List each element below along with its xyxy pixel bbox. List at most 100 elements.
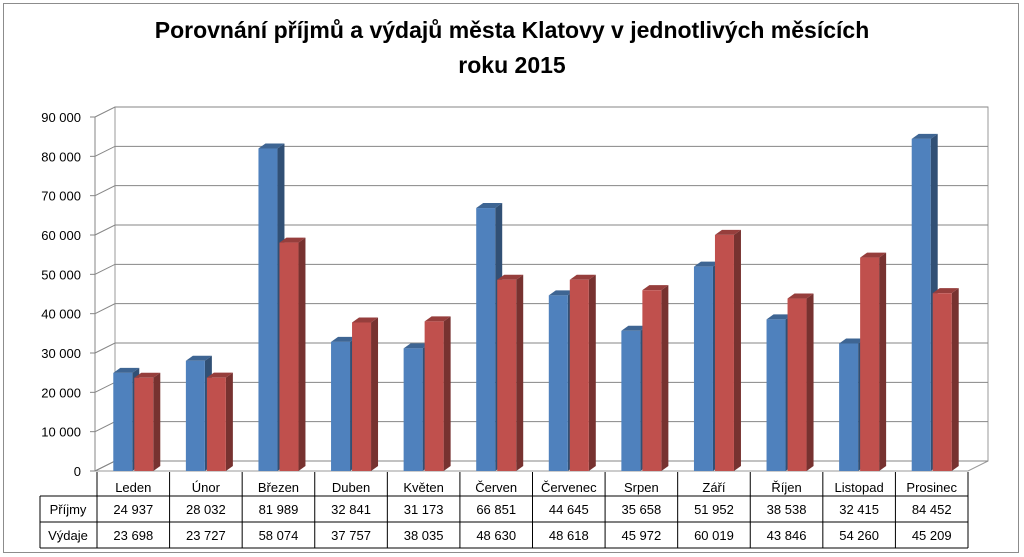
bar-příjmy-5 bbox=[476, 208, 496, 471]
bar-výdaje-7 bbox=[642, 290, 662, 471]
bar-side bbox=[806, 293, 814, 471]
bar-příjmy-6 bbox=[548, 295, 568, 471]
table-cell: 38 538 bbox=[767, 502, 807, 517]
table-cell: 32 415 bbox=[839, 502, 879, 517]
bar-top bbox=[766, 314, 793, 320]
bar-výdaje-10 bbox=[860, 257, 880, 471]
bar-výdaje-5 bbox=[497, 279, 517, 471]
bar-top bbox=[932, 288, 959, 294]
y-tick-label: 70 000 bbox=[41, 189, 81, 204]
table-cell: 54 260 bbox=[839, 528, 879, 543]
bar-top bbox=[839, 338, 866, 344]
table-cell: 32 841 bbox=[331, 502, 371, 517]
bar-top bbox=[403, 343, 430, 349]
bar-top bbox=[424, 316, 451, 322]
bar-výdaje-9 bbox=[787, 298, 807, 471]
bar-top bbox=[548, 290, 575, 296]
bar-výdaje-2 bbox=[279, 242, 299, 471]
bar-výdaje-1 bbox=[206, 377, 226, 471]
table-cell: 44 645 bbox=[549, 502, 589, 517]
bar-top bbox=[476, 203, 503, 209]
bar-výdaje-0 bbox=[134, 377, 154, 471]
bar-příjmy-0 bbox=[113, 372, 133, 471]
bar-side bbox=[661, 285, 669, 471]
table-cell: 38 035 bbox=[404, 528, 444, 543]
y-tick-label: 0 bbox=[74, 464, 81, 479]
chart-title-line-2: roku 2015 bbox=[458, 52, 566, 78]
bar-výdaje-6 bbox=[569, 279, 589, 471]
table-cell: 60 019 bbox=[694, 528, 734, 543]
bar-side bbox=[588, 274, 596, 471]
bar-side bbox=[225, 372, 233, 471]
y-tick-label: 90 000 bbox=[41, 110, 81, 125]
x-tick-label: Červenec bbox=[541, 480, 597, 495]
gridline bbox=[94, 224, 988, 236]
y-tick-label: 60 000 bbox=[41, 228, 81, 243]
bar-top bbox=[185, 355, 212, 361]
bar-příjmy-4 bbox=[403, 348, 423, 471]
bar-side bbox=[516, 274, 524, 471]
y-tick-label: 40 000 bbox=[41, 307, 81, 322]
bar-top bbox=[569, 274, 596, 280]
x-tick-label: Únor bbox=[192, 480, 221, 495]
gridline bbox=[94, 145, 988, 157]
bar-top bbox=[113, 367, 140, 373]
bar-top bbox=[621, 325, 648, 331]
y-tick-label: 30 000 bbox=[41, 346, 81, 361]
bar-výdaje-3 bbox=[352, 322, 372, 471]
table-cell: 37 757 bbox=[331, 528, 371, 543]
y-tick-label: 50 000 bbox=[41, 267, 81, 282]
bar-top bbox=[258, 143, 285, 149]
chart-title-line-1: Porovnání příjmů a výdajů města Klatovy … bbox=[155, 17, 870, 43]
x-tick-label: Květen bbox=[403, 480, 443, 495]
bar-příjmy-2 bbox=[258, 148, 278, 471]
bar-výdaje-4 bbox=[424, 321, 444, 471]
table-cell: 66 851 bbox=[476, 502, 516, 517]
table-cell: 28 032 bbox=[186, 502, 226, 517]
bar-top bbox=[497, 274, 524, 280]
table-cell: 23 727 bbox=[186, 528, 226, 543]
bar-top bbox=[911, 133, 938, 139]
bar-top bbox=[352, 317, 379, 323]
bar-top bbox=[714, 229, 741, 235]
bar-příjmy-10 bbox=[839, 343, 859, 471]
bar-side bbox=[879, 252, 887, 471]
bar-výdaje-8 bbox=[714, 234, 734, 471]
table-cell: 45 972 bbox=[621, 528, 661, 543]
bar-side bbox=[443, 316, 451, 471]
table-cell: 58 074 bbox=[259, 528, 299, 543]
table-cell: 31 173 bbox=[404, 502, 444, 517]
bar-příjmy-3 bbox=[331, 341, 351, 471]
x-tick-label: Červen bbox=[475, 480, 517, 495]
bar-side bbox=[371, 317, 379, 471]
bar-top bbox=[642, 285, 669, 291]
bar-příjmy-9 bbox=[766, 319, 786, 471]
gridline bbox=[94, 185, 988, 197]
bar-top bbox=[331, 336, 358, 342]
bar-side bbox=[733, 229, 741, 471]
x-tick-label: Srpen bbox=[624, 480, 659, 495]
bar-side bbox=[298, 237, 306, 471]
x-tick-label: Duben bbox=[332, 480, 370, 495]
bar-top bbox=[279, 237, 306, 243]
gridline bbox=[94, 106, 988, 118]
table-row-header: Výdaje bbox=[48, 528, 88, 543]
table-cell: 43 846 bbox=[767, 528, 807, 543]
table-cell: 81 989 bbox=[259, 502, 299, 517]
table-cell: 48 618 bbox=[549, 528, 589, 543]
table-cell: 51 952 bbox=[694, 502, 734, 517]
bar-side bbox=[153, 372, 161, 471]
table-cell: 84 452 bbox=[912, 502, 952, 517]
x-tick-label: Prosinec bbox=[906, 480, 957, 495]
bar-top bbox=[206, 372, 233, 378]
bar-top bbox=[134, 372, 161, 378]
table-cell: 45 209 bbox=[912, 528, 952, 543]
x-tick-label: Říjen bbox=[771, 480, 801, 495]
bar-příjmy-11 bbox=[911, 138, 931, 471]
x-tick-label: Březen bbox=[258, 480, 299, 495]
table-cell: 23 698 bbox=[113, 528, 153, 543]
bar-příjmy-8 bbox=[693, 266, 713, 471]
table-cell: 35 658 bbox=[621, 502, 661, 517]
bar-příjmy-1 bbox=[185, 360, 205, 471]
